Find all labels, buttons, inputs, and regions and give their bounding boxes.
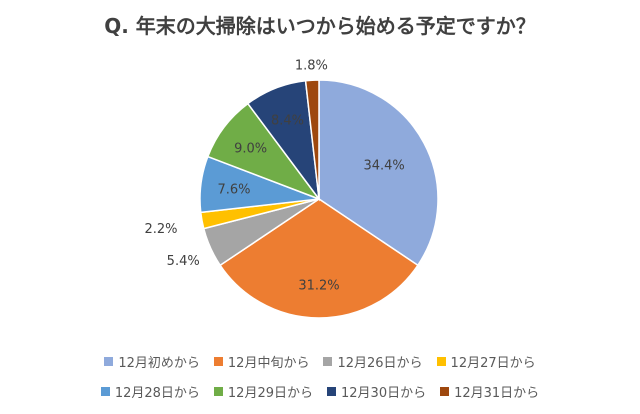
legend-label: 12月30日から — [341, 386, 427, 401]
legend-label: 12月中旬から — [227, 356, 310, 371]
legend-item-1: 12月初めから — [104, 352, 200, 371]
data-label-8: 1.8% — [295, 59, 328, 74]
pie-slice-1 — [318, 79, 439, 267]
legend-label: 12月28日から — [114, 386, 200, 401]
legend-label: 12月31日から — [454, 386, 540, 401]
data-label-4: 2.2% — [144, 222, 177, 237]
legend-swatch — [100, 387, 110, 396]
legend-swatch — [323, 357, 333, 366]
pie-slice-8 — [304, 79, 320, 200]
data-label-1: 34.4% — [363, 158, 404, 173]
legend-item-8: 12月31日から — [440, 382, 539, 401]
legend-swatch — [440, 387, 450, 396]
legend-swatch — [327, 387, 336, 396]
legend-label: 12月29日から — [227, 386, 313, 401]
legend-item-5: 12月28日から — [100, 382, 200, 401]
legend-item-6: 12月29日から — [213, 382, 313, 401]
chart-title: Q. 年末の大掃除はいつから始める予定ですか？ — [104, 14, 536, 38]
legend-swatch — [104, 357, 114, 366]
data-label-5: 7.6% — [217, 182, 250, 197]
data-label-3: 5.4% — [167, 254, 200, 269]
legend-label: 12月初めから — [118, 356, 200, 371]
legend-item-7: 12月30日から — [327, 382, 426, 401]
legend-label: 12月27日から — [450, 356, 536, 371]
legend-item-3: 12月26日から — [323, 352, 423, 371]
legend-item-4: 12月27日から — [436, 352, 536, 371]
legend-label: 12月26日から — [337, 356, 423, 371]
legend-swatch — [436, 357, 446, 366]
pie-slice-2 — [219, 198, 419, 319]
legend-swatch — [213, 357, 223, 366]
legend-swatch — [213, 387, 223, 396]
data-label-6: 9.0% — [234, 141, 267, 156]
legend-row-2: 12月28日から 12月29日から 12月30日から 12月31日から — [0, 382, 640, 401]
data-label-2: 31.2% — [298, 279, 339, 294]
data-label-7: 8.4% — [271, 113, 304, 128]
legend-item-2: 12月中旬から — [213, 352, 310, 371]
legend-row-1: 12月初めから 12月中旬から 12月26日から 12月27日から — [0, 352, 640, 371]
